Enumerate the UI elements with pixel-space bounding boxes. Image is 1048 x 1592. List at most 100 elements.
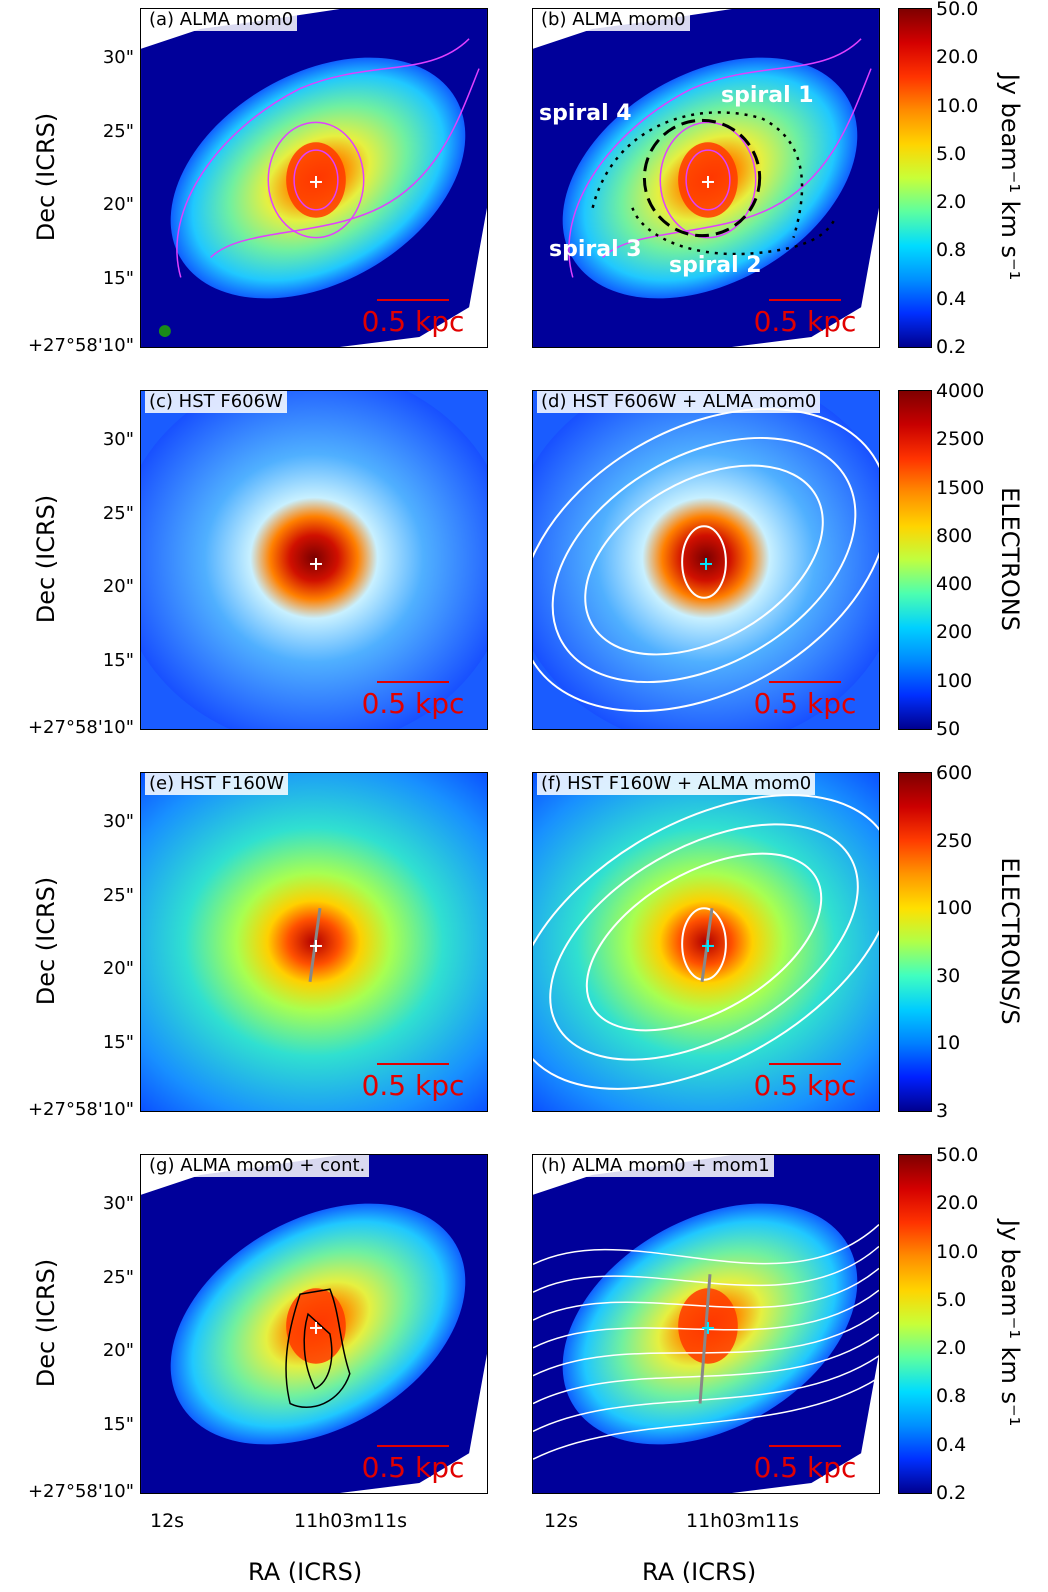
colorbar-tick: 0.4 xyxy=(936,1433,967,1456)
colorbar-tick: 0.2 xyxy=(936,1482,967,1504)
panel-label: (h) ALMA mom0 + mom1 xyxy=(537,1155,774,1177)
colorbar xyxy=(898,772,932,1112)
y-tick: 20" xyxy=(102,1340,134,1361)
scale-bar: 0.5 kpc xyxy=(357,681,469,719)
spiral-label: spiral 1 xyxy=(721,83,814,108)
colorbar-tick: 30 xyxy=(936,964,961,987)
hst-f160w-contour-image xyxy=(533,773,879,1111)
hst-f606w-contour-image xyxy=(533,391,879,729)
hst-f160w-image xyxy=(141,773,487,1111)
colorbar-tick: 100 xyxy=(936,897,973,920)
colorbar-tick: 3 xyxy=(936,1100,949,1122)
colorbar-tick: 2.0 xyxy=(936,191,967,214)
panel-a: (a) ALMA mom0 0.5 kpc xyxy=(140,8,488,348)
y-axis-label: Dec (ICRS) xyxy=(32,494,60,624)
hst-f606w-image xyxy=(141,391,487,729)
colorbar-tick: 5.0 xyxy=(936,1288,967,1311)
x-axis-label: RA (ICRS) xyxy=(642,1558,757,1586)
colorbar-tick: 100 xyxy=(936,669,973,692)
y-tick: 25" xyxy=(102,503,134,524)
panel-label: (b) ALMA mom0 xyxy=(537,9,690,31)
y-tick: 20" xyxy=(102,958,134,979)
scale-bar: 0.5 kpc xyxy=(357,1445,469,1483)
colorbar-tick: 20.0 xyxy=(936,46,979,69)
colorbar-tick: 0.2 xyxy=(936,336,967,358)
alma-mom0-mom1-image xyxy=(533,1155,879,1493)
panel-label: (g) ALMA mom0 + cont. xyxy=(145,1155,370,1177)
alma-mom0-image xyxy=(141,9,487,347)
spiral-label: spiral 3 xyxy=(549,237,642,262)
panel-b: (b) ALMA mom0 spiral 1 spiral 2 spiral 3… xyxy=(532,8,880,348)
colorbar-tick: 0.4 xyxy=(936,287,967,310)
y-tick: 20" xyxy=(102,194,134,215)
colorbar-label: Jy beam⁻¹ km s⁻¹ xyxy=(996,73,1024,281)
y-tick: 15" xyxy=(102,1414,134,1435)
colorbar xyxy=(898,1154,932,1494)
y-tick: 25" xyxy=(102,121,134,142)
y-tick: +27°58'10" xyxy=(27,717,134,738)
x-tick: 11h03m11s xyxy=(686,1510,799,1532)
y-tick: 30" xyxy=(102,811,134,832)
colorbar-tick: 20.0 xyxy=(936,1192,979,1215)
y-tick: 25" xyxy=(102,885,134,906)
colorbar-tick: 0.8 xyxy=(936,239,967,262)
y-tick: +27°58'10" xyxy=(27,1481,134,1502)
scale-bar: 0.5 kpc xyxy=(749,1445,861,1483)
alma-mom0-cont-image xyxy=(141,1155,487,1493)
panel-d: (d) HST F606W + ALMA mom0 0.5 kpc xyxy=(532,390,880,730)
y-tick: 15" xyxy=(102,650,134,671)
panel-g: (g) ALMA mom0 + cont. 0.5 kpc xyxy=(140,1154,488,1494)
alma-mom0-image xyxy=(533,9,879,347)
y-tick: 30" xyxy=(102,1193,134,1214)
panel-label: (c) HST F606W xyxy=(145,391,287,413)
colorbar-tick: 200 xyxy=(936,621,973,644)
scale-bar: 0.5 kpc xyxy=(749,681,861,719)
y-axis-label: Dec (ICRS) xyxy=(32,112,60,242)
panel-f: (f) HST F160W + ALMA mom0 0.5 kpc xyxy=(532,772,880,1112)
panel-c: (c) HST F606W 0.5 kpc xyxy=(140,390,488,730)
panel-label: (a) ALMA mom0 xyxy=(145,9,298,31)
colorbar-label: Jy beam⁻¹ km s⁻¹ xyxy=(996,1219,1024,1427)
y-tick: 30" xyxy=(102,429,134,450)
scale-bar: 0.5 kpc xyxy=(357,299,469,337)
x-axis-label: RA (ICRS) xyxy=(248,1558,363,1586)
y-tick: +27°58'10" xyxy=(27,1099,134,1120)
colorbar-tick: 400 xyxy=(936,573,973,596)
panel-label: (f) HST F160W + ALMA mom0 xyxy=(537,773,816,795)
x-tick: 11h03m11s xyxy=(294,1510,407,1532)
colorbar-tick: 2500 xyxy=(936,428,985,451)
scale-bar: 0.5 kpc xyxy=(749,1063,861,1101)
colorbar-tick: 0.8 xyxy=(936,1385,967,1408)
colorbar-tick: 1500 xyxy=(936,476,985,499)
panel-h: (h) ALMA mom0 + mom1 0.5 kpc xyxy=(532,1154,880,1494)
y-tick: 30" xyxy=(102,47,134,68)
colorbar-tick: 50 xyxy=(936,718,961,740)
y-tick: +27°58'10" xyxy=(27,335,134,356)
y-axis-label: Dec (ICRS) xyxy=(32,876,60,1006)
colorbar-tick: 600 xyxy=(936,762,973,784)
x-tick: 12s xyxy=(150,1510,185,1532)
scale-bar: 0.5 kpc xyxy=(749,299,861,337)
colorbar-label: ELECTRONS xyxy=(996,487,1024,631)
x-tick: 12s xyxy=(544,1510,579,1532)
y-tick: 15" xyxy=(102,268,134,289)
colorbar-tick: 10 xyxy=(936,1032,961,1055)
colorbar-tick: 50.0 xyxy=(936,1144,979,1166)
panel-label: (e) HST F160W xyxy=(145,773,289,795)
y-axis-label: Dec (ICRS) xyxy=(32,1258,60,1388)
colorbar xyxy=(898,390,932,730)
colorbar-tick: 250 xyxy=(936,829,973,852)
colorbar-tick: 50.0 xyxy=(936,0,979,20)
scale-bar: 0.5 kpc xyxy=(357,1063,469,1101)
y-tick: 20" xyxy=(102,576,134,597)
panel-e: (e) HST F160W 0.5 kpc xyxy=(140,772,488,1112)
colorbar-tick: 10.0 xyxy=(936,1240,979,1263)
panel-label: (d) HST F606W + ALMA mom0 xyxy=(537,391,821,413)
spiral-label: spiral 4 xyxy=(539,101,632,126)
spiral-label: spiral 2 xyxy=(669,253,762,278)
y-tick: 15" xyxy=(102,1032,134,1053)
colorbar-label: ELECTRONS/S xyxy=(996,857,1024,1025)
colorbar xyxy=(898,8,932,348)
colorbar-tick: 2.0 xyxy=(936,1337,967,1360)
y-tick: 25" xyxy=(102,1267,134,1288)
